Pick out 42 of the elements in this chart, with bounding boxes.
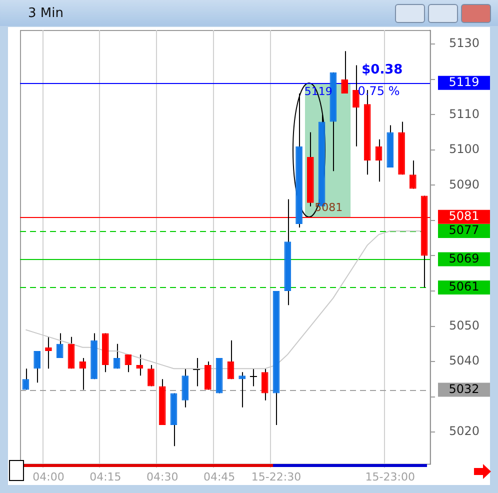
candlestick: [113, 343, 120, 370]
candlestick: [56, 332, 64, 358]
candlestick: [136, 354, 143, 376]
ref-line-label: 5069: [448, 251, 480, 266]
candlestick: [238, 372, 246, 408]
candlestick: [45, 336, 52, 370]
x-tick-label: 04:15: [90, 470, 122, 484]
ref-line-label: 5032: [448, 382, 480, 396]
candlestick: [79, 357, 86, 390]
candlestick: [375, 138, 382, 182]
y-tick-label: 5040: [449, 354, 480, 368]
ref-line-label: 5061: [448, 280, 480, 294]
y-tick-label: 5050: [449, 318, 480, 332]
x-tick-label: 04:45: [203, 470, 236, 484]
candlestick: [341, 50, 348, 94]
candlestick: [148, 364, 154, 387]
x-tick-label: 04:00: [32, 470, 64, 484]
candlestick: [22, 368, 30, 390]
y-tick-label: 5090: [449, 177, 480, 192]
candlestick: [249, 368, 258, 387]
x-tick-label: 15-23:00: [365, 470, 415, 484]
x-tick-label: 04:30: [146, 470, 178, 484]
y-tick-label: 5020: [449, 424, 480, 438]
y-tick-label: 5130: [449, 36, 480, 50]
candlestick: [227, 340, 234, 380]
annotation: $0.38: [362, 62, 403, 78]
chart-title: 3 Min: [28, 6, 64, 21]
candlestick: [192, 357, 201, 387]
candlestick: [34, 350, 40, 384]
ref-line-label: 5081: [448, 209, 480, 224]
x-tick-label: 15-22:30: [251, 470, 302, 484]
candlestick: [352, 64, 360, 147]
ref-line-label: 5077: [448, 223, 480, 238]
y-tick-label: 5110: [449, 106, 480, 121]
candlestick: [261, 368, 268, 401]
annotation: 0.75 %: [358, 84, 400, 98]
y-tick-label: 5100: [449, 142, 480, 156]
ref-line-label: 5119: [448, 75, 480, 90]
candlestick: [68, 336, 75, 370]
candlestick: [204, 361, 212, 390]
candlestick: [410, 160, 416, 190]
candlestick: [182, 368, 189, 408]
